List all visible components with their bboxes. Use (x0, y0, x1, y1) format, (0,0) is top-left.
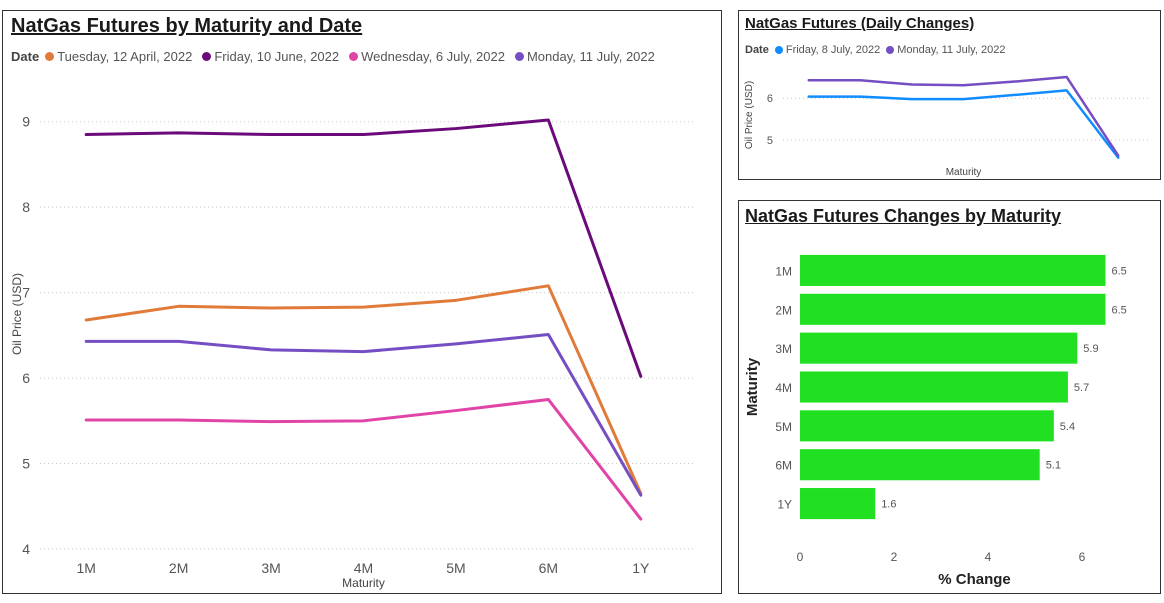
daily-line-chart: 5 6 Maturity Oil Price (USD) (744, 75, 1150, 178)
main-legend-item[interactable]: Tuesday, 12 April, 2022 (45, 49, 192, 64)
bar-data-label: 5.1 (1046, 460, 1061, 472)
daily-series-line (807, 75, 1120, 157)
bar-x-tick-label: 4 (985, 550, 992, 564)
main-chart-legend: Date Tuesday, 12 April, 2022 Friday, 10 … (11, 49, 665, 64)
main-series-line (84, 333, 643, 497)
legend-dot-icon (886, 46, 895, 54)
legend-dot-icon (774, 46, 783, 54)
bar-rect (800, 488, 876, 520)
bar-x-tick-label: 6 (1079, 550, 1086, 564)
daily-x-axis-label: Maturity (946, 167, 982, 178)
main-y-tick-label: 9 (22, 114, 30, 130)
bar-data-label: 5.9 (1083, 343, 1098, 355)
daily-legend-item[interactable]: Friday, 8 July, 2022 (774, 44, 881, 56)
bar-category-label: 3M (775, 342, 792, 356)
main-legend-title: Date (11, 49, 40, 64)
daily-y-tick-label: 6 (767, 93, 773, 105)
bar-rect (800, 449, 1040, 481)
main-legend-item[interactable]: Monday, 11 July, 2022 (514, 49, 655, 64)
main-legend-label: Wednesday, 6 July, 2022 (361, 49, 505, 64)
daily-chart-title: NatGas Futures (Daily Changes) (745, 15, 975, 32)
bar-rect (800, 254, 1106, 286)
daily-legend-label: Monday, 11 July, 2022 (897, 44, 1006, 56)
bar-chart-title: NatGas Futures Changes by Maturity (745, 206, 1062, 226)
main-series-line (84, 118, 643, 378)
bar-rect (800, 410, 1054, 442)
main-y-tick-label: 4 (22, 541, 30, 557)
daily-legend-item[interactable]: Monday, 11 July, 2022 (886, 44, 1005, 56)
bar-category-label: 4M (775, 381, 792, 395)
daily-series-line (807, 89, 1120, 159)
bar-data-label: 6.5 (1112, 304, 1127, 316)
main-x-tick-label: 3M (261, 560, 280, 576)
daily-chart-legend: Date Friday, 8 July, 2022 Monday, 11 Jul… (745, 44, 1011, 56)
main-x-tick-label: 4M (354, 560, 373, 576)
main-legend-label: Friday, 10 June, 2022 (214, 49, 340, 64)
main-y-tick-label: 8 (22, 199, 30, 215)
main-y-axis-label: Oil Price (USD) (10, 273, 24, 355)
main-x-tick-label: 1M (76, 560, 95, 576)
main-series-line (84, 397, 643, 521)
main-legend-item[interactable]: Friday, 10 June, 2022 (202, 49, 339, 64)
daily-y-axis-label: Oil Price (USD) (744, 81, 755, 149)
bar-data-label: 6.5 (1112, 265, 1127, 277)
main-legend-label: Tuesday, 12 April, 2022 (57, 49, 193, 64)
bar-chart-panel: NatGas Futures Changes by Maturity 1M 6.5… (738, 200, 1161, 594)
legend-dot-icon (349, 52, 359, 61)
bar-chart: 1M 6.5 2M 6.5 3M 5.9 4M 5.7 5M 5.4 6M 5.1 1Y 1.6 0 2 4 6%… (744, 254, 1127, 588)
legend-dot-icon (45, 52, 55, 61)
main-y-tick-label: 7 (22, 285, 30, 301)
bar-data-label: 5.4 (1060, 421, 1075, 433)
main-chart-panel: NatGas Futures by Maturity and Date Date… (2, 10, 722, 594)
main-legend-item[interactable]: Wednesday, 6 July, 2022 (349, 49, 505, 64)
bar-category-label: 5M (775, 420, 792, 434)
bar-category-label: 2M (775, 303, 792, 317)
bar-rect (800, 371, 1068, 403)
main-y-tick-label: 6 (22, 370, 30, 386)
bar-category-label: 6M (775, 459, 792, 473)
main-x-axis-label: Maturity (342, 576, 385, 590)
bar-x-axis-label: % Change (938, 571, 1011, 588)
bar-y-axis-label: Maturity (744, 357, 761, 416)
legend-dot-icon (514, 52, 524, 61)
daily-legend-label: Friday, 8 July, 2022 (785, 44, 881, 56)
main-x-tick-label: 5M (446, 560, 465, 576)
main-x-tick-label: 6M (539, 560, 558, 576)
main-x-tick-label: 2M (169, 560, 188, 576)
main-chart-title: NatGas Futures by Maturity and Date (11, 15, 363, 37)
main-x-tick-label: 1Y (632, 560, 650, 576)
bar-rect (800, 293, 1106, 325)
daily-legend-title: Date (745, 44, 769, 56)
main-series-line (84, 284, 643, 495)
main-y-tick-label: 5 (22, 455, 30, 471)
bar-data-label: 5.7 (1074, 382, 1089, 394)
bar-category-label: 1Y (777, 498, 792, 512)
bar-x-tick-label: 2 (891, 550, 898, 564)
main-line-chart: 4 5 6 7 8 9 1M 2M 3M 4M 5M 6M 1Y Maturity Oil Price (U… (10, 114, 693, 590)
bar-category-label: 1M (775, 264, 792, 278)
main-legend-label: Monday, 11 July, 2022 (526, 49, 655, 64)
daily-y-tick-label: 5 (767, 135, 773, 147)
daily-chart-panel: NatGas Futures (Daily Changes) Date Frid… (738, 10, 1161, 180)
legend-dot-icon (202, 52, 212, 61)
bar-rect (800, 332, 1078, 364)
bar-data-label: 1.6 (881, 499, 896, 511)
bar-x-tick-label: 0 (797, 550, 804, 564)
